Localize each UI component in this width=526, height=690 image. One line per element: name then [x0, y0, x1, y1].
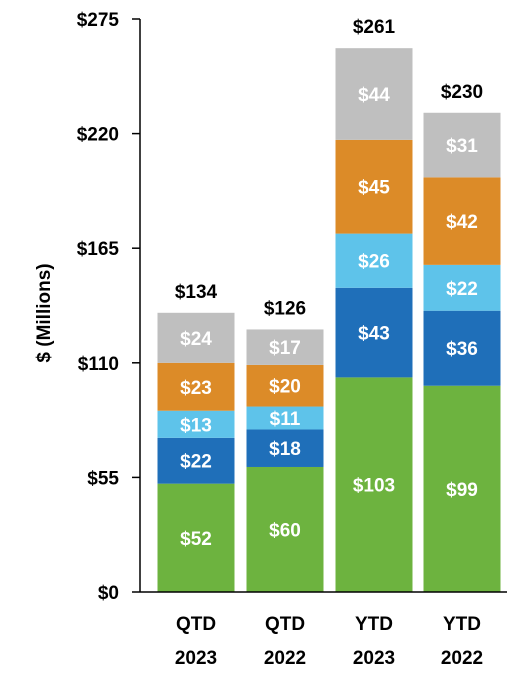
bar-segment [335, 287, 413, 378]
x-tick-label-line1: YTD [443, 614, 481, 635]
total-label: $261 [353, 17, 396, 38]
bar-stack: $99 $36 $22 $42 $31 $230 [423, 82, 501, 592]
segment-label: $18 [269, 439, 301, 460]
y-axis: $0 $55 $110 $165 $220 $275 [77, 10, 141, 604]
bar-segment [423, 310, 501, 386]
x-tick-label-line1: QTD [265, 614, 305, 635]
bar-segment [335, 377, 413, 592]
bar-segment [157, 483, 235, 592]
x-tick-label-line1: YTD [355, 614, 393, 635]
bar-segment [157, 362, 235, 411]
x-tick-label-line1: QTD [176, 614, 216, 635]
bar-segment [157, 312, 235, 363]
segment-label: $31 [446, 136, 478, 157]
bar-segment [246, 406, 324, 430]
bar-segment [335, 139, 413, 234]
segment-label: $11 [270, 409, 301, 430]
segment-label: $17 [269, 338, 301, 359]
x-tick-label-line2: 2022 [264, 648, 306, 669]
y-tick-label: $0 [98, 583, 119, 604]
bar-stack: $60 $18 $11 $20 $17 $126 [246, 298, 324, 592]
bar-segment [246, 364, 324, 407]
total-label: $230 [441, 82, 483, 103]
segment-label: $22 [180, 452, 212, 473]
segment-label: $20 [269, 377, 301, 398]
segment-label: $42 [446, 212, 478, 233]
y-tick-label: $275 [77, 10, 120, 31]
y-axis-title: $ (Millions) [34, 263, 55, 362]
x-tick-label-line2: 2023 [175, 648, 217, 669]
bar-segment [423, 264, 501, 311]
x-tick-label-line2: 2022 [441, 648, 483, 669]
bar-segment [335, 233, 413, 288]
total-label: $126 [264, 298, 306, 319]
y-tick-label: $220 [77, 125, 119, 146]
bar-segment [423, 112, 501, 178]
segment-label: $60 [269, 520, 301, 541]
segment-label: $22 [446, 279, 478, 300]
bar-segment [423, 385, 501, 592]
total-label: $134 [175, 282, 218, 303]
segment-label: $99 [446, 480, 478, 501]
segment-label: $44 [358, 85, 390, 106]
segment-label: $13 [180, 415, 212, 436]
segment-label: $45 [358, 178, 390, 199]
bar-segment [157, 437, 235, 484]
x-tick-label-line2: 2023 [353, 648, 395, 669]
segment-label: $43 [358, 324, 390, 345]
segment-label: $36 [446, 339, 478, 360]
y-tick-label: $55 [87, 468, 119, 489]
bar-segment [246, 329, 324, 365]
bar-stack: $103 $43 $26 $45 $44 $261 [335, 17, 413, 592]
bar-segment [423, 177, 501, 265]
bar-segment [246, 466, 324, 592]
bar-stack: $52 $22 $13 $23 $24 $134 [157, 282, 235, 592]
segment-label: $23 [180, 378, 212, 399]
bars: $52 $22 $13 $23 $24 $134 $60 $18 $11 $20 $17 $126 $1… [157, 17, 501, 592]
segment-label: $103 [353, 476, 395, 497]
x-axis: QTD 2023 QTD 2022 YTD 2023 YTD 2022 [140, 591, 507, 669]
segment-label: $24 [180, 329, 212, 350]
y-tick-label: $110 [78, 354, 119, 375]
bar-segment [335, 48, 413, 140]
bar-segment [246, 429, 324, 467]
segment-label: $52 [180, 529, 212, 550]
bar-segment [157, 410, 235, 438]
segment-label: $26 [358, 252, 390, 273]
y-tick-label: $165 [77, 239, 120, 260]
